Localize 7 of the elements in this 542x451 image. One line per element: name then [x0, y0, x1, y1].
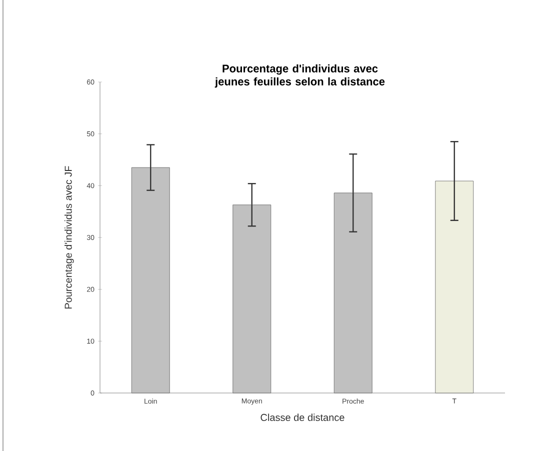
bar: [131, 167, 170, 394]
y-axis-title: Pourcentage d'individus avec JF: [64, 166, 74, 309]
bar: [435, 180, 474, 394]
chart-title: Pourcentage d'individus avec jeunes feuilles selon la distance: [214, 64, 385, 88]
x-axis-title: Classe de distance: [260, 414, 344, 422]
bar: [232, 204, 272, 394]
bar: [334, 192, 372, 394]
